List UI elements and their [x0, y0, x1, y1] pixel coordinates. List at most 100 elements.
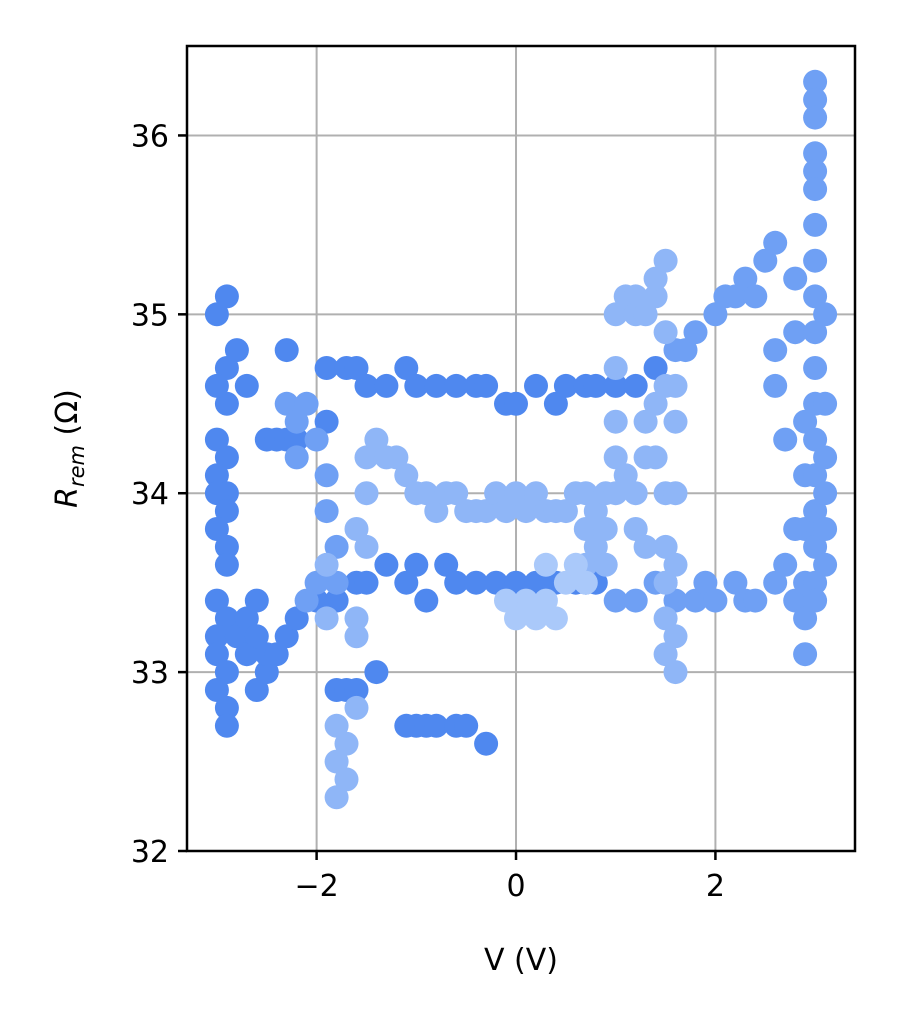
data-point-branch-light: [663, 624, 688, 649]
data-point-branch-dark: [204, 481, 229, 506]
data-point-branch-light: [414, 481, 439, 506]
data-point-branch-dark: [374, 373, 399, 398]
x-tick-label: −2: [294, 869, 338, 904]
data-point-branch-light: [653, 320, 678, 345]
data-point-branch-light: [623, 517, 648, 541]
data-point-branch-light: [653, 248, 678, 273]
data-point-branch-medium: [723, 284, 748, 309]
data-point-branch-dark: [214, 552, 239, 577]
data-point-branch-pale: [533, 588, 558, 613]
data-point-branch-light: [643, 284, 668, 309]
data-point-branch-medium: [803, 105, 828, 130]
data-point-branch-light: [663, 373, 688, 398]
data-point-branch-medium: [803, 463, 828, 488]
data-point-branch-dark: [444, 570, 469, 595]
data-point-branch-light: [553, 499, 578, 524]
data-point-branch-dark: [643, 356, 668, 380]
data-point-branch-light: [524, 481, 548, 506]
data-point-branch-dark: [623, 373, 648, 398]
data-point-branch-dark: [214, 534, 239, 559]
data-point-branch-medium: [314, 463, 339, 488]
data-point-branch-dark: [214, 660, 239, 685]
x-axis-ticks: −2 0 2: [294, 851, 725, 904]
data-point-branch-medium: [703, 588, 728, 613]
data-point-branch-light: [504, 481, 528, 506]
data-point-branch-light: [573, 481, 598, 506]
data-point-branch-light: [623, 481, 648, 506]
data-point-branch-medium: [803, 248, 828, 273]
data-point-branch-light: [394, 463, 419, 488]
y-axis-label-sub: rem: [65, 445, 89, 487]
data-point-branch-light: [314, 606, 339, 631]
data-point-branch-dark: [234, 373, 259, 398]
data-point-branch-dark: [234, 642, 259, 667]
data-point-branch-medium: [294, 391, 319, 416]
data-point-branch-pale: [494, 588, 518, 613]
data-point-branch-dark: [214, 695, 239, 720]
data-point-branch-dark: [543, 391, 568, 416]
data-point-branch-medium: [803, 177, 828, 202]
y-axis-label-main: R: [50, 487, 85, 508]
data-point-branch-light: [603, 302, 628, 327]
data-point-branch-light: [573, 517, 598, 541]
data-point-branch-light: [623, 284, 648, 309]
data-point-branch-light: [663, 660, 688, 685]
data-point-branch-dark: [224, 624, 249, 649]
data-point-branch-light: [663, 409, 688, 434]
data-point-branch-medium: [813, 302, 838, 327]
data-point-branch-dark: [394, 356, 419, 380]
data-point-branch-light: [314, 552, 339, 577]
y-axis-ticks: 32 33 34 35 36: [131, 119, 187, 870]
data-point-branch-light: [354, 481, 379, 506]
data-point-branch-light: [653, 570, 678, 595]
data-point-branch-light: [354, 445, 379, 470]
data-point-branch-light: [344, 624, 369, 649]
data-point-branch-medium: [324, 534, 349, 559]
data-point-branch-light: [653, 606, 678, 631]
data-point-branch-medium: [803, 284, 828, 309]
data-point-branch-light: [384, 445, 409, 470]
y-tick-label: 32: [131, 835, 169, 870]
data-point-branch-dark: [414, 588, 439, 613]
data-point-branch-medium: [783, 517, 808, 541]
data-point-branch-light: [603, 409, 628, 434]
data-point-branch-medium: [803, 534, 828, 559]
data-point-branch-light: [424, 499, 449, 524]
data-point-branch-dark: [314, 409, 339, 434]
data-point-branch-dark: [254, 660, 279, 685]
x-tick-label: 2: [706, 869, 725, 904]
data-point-branch-medium: [783, 266, 808, 291]
data-point-branch-pale: [563, 552, 588, 577]
data-point-branch-dark: [474, 731, 499, 756]
data-point-branch-medium: [803, 141, 828, 166]
data-point-branch-medium: [803, 159, 828, 184]
data-point-branch-pale: [533, 552, 558, 577]
data-point-branch-light: [334, 731, 359, 756]
data-point-branch-medium: [813, 391, 838, 416]
y-axis-label: Rrem (Ω): [50, 389, 89, 508]
data-point-branch-dark: [274, 338, 299, 363]
data-point-branch-dark: [553, 373, 578, 398]
data-point-branch-dark: [354, 570, 379, 595]
data-point-branch-dark: [274, 624, 299, 649]
data-point-branch-dark: [244, 588, 269, 613]
data-point-branch-dark: [524, 373, 548, 398]
data-point-branch-light: [653, 642, 678, 667]
data-point-branch-medium: [693, 570, 718, 595]
plot-frame: [185, 44, 857, 853]
data-point-branch-dark: [214, 713, 239, 738]
data-point-branch-dark: [214, 391, 239, 416]
data-point-branch-pale: [504, 606, 528, 631]
data-point-branch-medium: [603, 588, 628, 613]
data-point-branch-medium: [803, 427, 828, 452]
data-point-branch-dark: [504, 570, 528, 595]
data-point-branch-dark: [204, 588, 229, 613]
data-point-branch-dark: [204, 624, 229, 649]
data-point-branch-medium: [723, 570, 748, 595]
data-point-branch-dark: [324, 588, 349, 613]
data-point-branch-dark: [204, 517, 229, 541]
y-tick-label: 34: [131, 477, 169, 512]
data-point-branch-dark: [344, 356, 369, 380]
data-point-branch-dark: [424, 713, 449, 738]
